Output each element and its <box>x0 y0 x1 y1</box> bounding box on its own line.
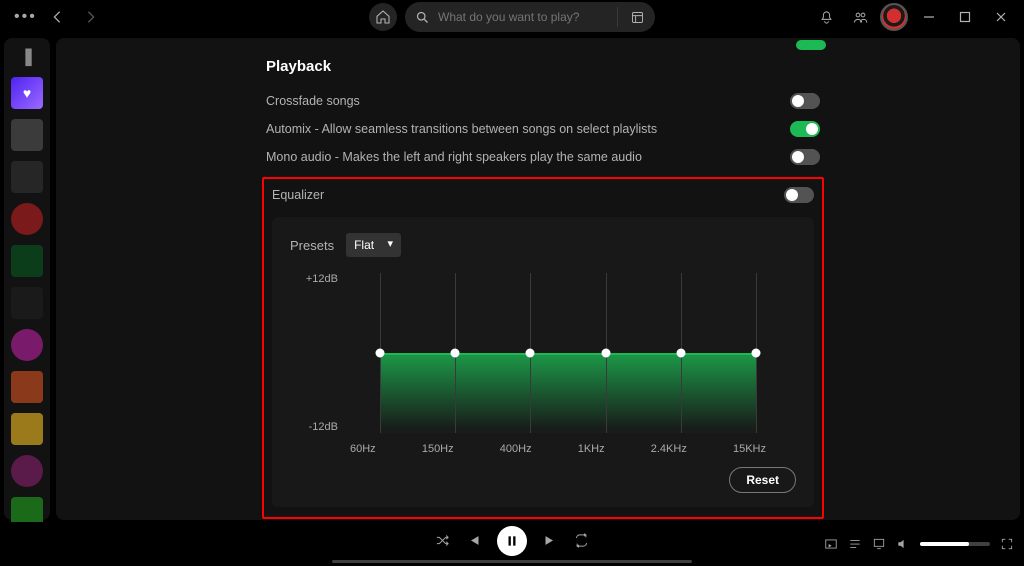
crossfade-label: Crossfade songs <box>266 94 790 108</box>
previous-button[interactable] <box>466 533 481 548</box>
shuffle-button[interactable] <box>435 533 450 548</box>
reset-button[interactable]: Reset <box>729 467 796 493</box>
eq-band-label: 15KHz <box>733 443 766 455</box>
playlist-tile[interactable] <box>11 413 43 445</box>
eq-band-handle[interactable] <box>376 349 385 358</box>
eq-band-handle[interactable] <box>752 349 761 358</box>
more-menu-icon[interactable]: ••• <box>8 8 37 26</box>
liked-songs-tile[interactable]: ♥ <box>11 77 43 109</box>
search-input[interactable] <box>438 10 605 24</box>
window-maximize[interactable] <box>950 3 980 31</box>
window-minimize[interactable] <box>914 3 944 31</box>
settings-panel: Playback Crossfade songs Automix - Allow… <box>56 38 1020 520</box>
back-button[interactable] <box>43 3 71 31</box>
equalizer-label: Equalizer <box>272 188 324 202</box>
eq-band-label: 400Hz <box>500 443 532 455</box>
queue-button[interactable] <box>848 537 862 551</box>
equalizer-toggle[interactable] <box>784 187 814 203</box>
equalizer-chart: +12dB -12dB <box>290 273 796 433</box>
friends-button[interactable] <box>846 3 874 31</box>
equalizer-panel: Presets Flat +12dB -12dB <box>272 217 814 507</box>
volume-slider[interactable] <box>920 542 990 546</box>
playlist-tile[interactable] <box>11 455 43 487</box>
equalizer-section: Equalizer Presets Flat +12dB <box>262 177 824 519</box>
eq-ylabel-top: +12dB <box>306 273 338 285</box>
library-sidebar: ||| ♥ <box>4 38 50 520</box>
partial-toggle <box>796 40 826 50</box>
browse-icon[interactable] <box>630 10 645 25</box>
presets-label: Presets <box>290 238 334 253</box>
notifications-button[interactable] <box>812 3 840 31</box>
playlist-tile[interactable] <box>11 287 43 319</box>
forward-button[interactable] <box>77 3 105 31</box>
crossfade-toggle[interactable] <box>790 93 820 109</box>
search-icon <box>415 10 430 25</box>
playback-heading: Playback <box>266 58 820 75</box>
mono-row: Mono audio - Makes the left and right sp… <box>266 143 820 171</box>
search-bar[interactable] <box>405 2 655 32</box>
playlist-tile[interactable] <box>11 329 43 361</box>
mono-toggle[interactable] <box>790 149 820 165</box>
repeat-button[interactable] <box>574 533 589 548</box>
user-avatar[interactable] <box>880 3 908 31</box>
presets-select[interactable]: Flat <box>346 233 401 257</box>
playlist-tile[interactable] <box>11 119 43 151</box>
mono-label: Mono audio - Makes the left and right sp… <box>266 150 790 164</box>
play-pause-button[interactable] <box>497 526 527 556</box>
playlist-tile[interactable] <box>11 371 43 403</box>
top-bar: ••• <box>0 0 1024 34</box>
eq-band-label: 150Hz <box>422 443 454 455</box>
window-close[interactable] <box>986 3 1016 31</box>
now-playing-view-button[interactable] <box>824 537 838 551</box>
eq-band-label: 1KHz <box>578 443 605 455</box>
automix-row: Automix - Allow seamless transitions bet… <box>266 115 820 143</box>
automix-toggle[interactable] <box>790 121 820 137</box>
automix-label: Automix - Allow seamless transitions bet… <box>266 122 790 136</box>
eq-band-handle[interactable] <box>676 349 685 358</box>
next-button[interactable] <box>543 533 558 548</box>
volume-icon[interactable] <box>896 537 910 551</box>
eq-band-label: 2.4KHz <box>651 443 687 455</box>
eq-fill <box>380 353 756 433</box>
eq-band-handle[interactable] <box>451 349 460 358</box>
player-bar <box>0 522 1024 566</box>
eq-band-handle[interactable] <box>601 349 610 358</box>
library-icon[interactable]: ||| <box>24 46 30 67</box>
home-button[interactable] <box>369 3 397 31</box>
crossfade-row: Crossfade songs <box>266 87 820 115</box>
eq-line <box>380 353 756 355</box>
eq-band-handle[interactable] <box>526 349 535 358</box>
fullscreen-button[interactable] <box>1000 537 1014 551</box>
playlist-tile[interactable] <box>11 161 43 193</box>
eq-ylabel-bottom: -12dB <box>309 421 338 433</box>
playlist-tile[interactable] <box>11 203 43 235</box>
progress-bar[interactable] <box>332 560 692 563</box>
playlist-tile[interactable] <box>11 245 43 277</box>
eq-band-label: 60Hz <box>350 443 376 455</box>
devices-button[interactable] <box>872 537 886 551</box>
